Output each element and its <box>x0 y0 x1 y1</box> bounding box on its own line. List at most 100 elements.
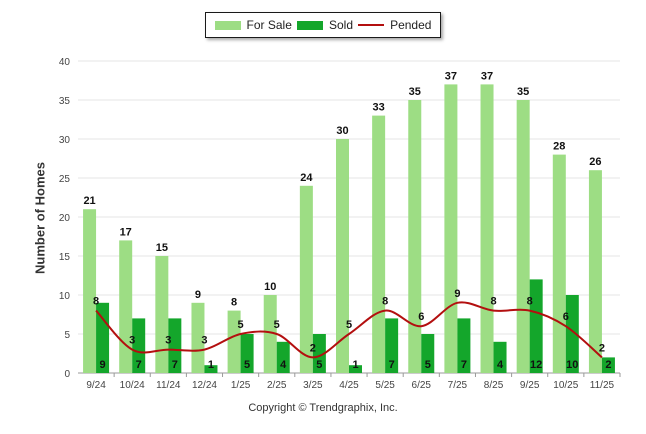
pended-data-label: 5 <box>274 319 280 331</box>
pended-line[interactable] <box>95 301 603 359</box>
sold-bar[interactable] <box>421 334 435 373</box>
for-sale-bar[interactable] <box>444 84 458 374</box>
for-sale-data-label: 33 <box>373 102 385 114</box>
x-tick-label: 6/25 <box>412 380 432 391</box>
y-tick-label: 25 <box>59 174 71 185</box>
sold-data-label: 7 <box>136 359 142 371</box>
y-tick-label: 30 <box>59 135 71 146</box>
y-tick-label: 40 <box>59 57 71 68</box>
sold-data-label: 7 <box>389 359 395 371</box>
sold-bar[interactable] <box>529 279 543 373</box>
for-sale-data-label: 9 <box>195 289 201 301</box>
sold-bar[interactable] <box>565 295 579 373</box>
legend-item-for-sale[interactable]: For Sale <box>214 18 292 32</box>
sold-bar[interactable] <box>276 341 290 373</box>
for-sale-data-label: 24 <box>300 172 313 184</box>
x-tick-label: 9/24 <box>86 380 106 391</box>
x-tick-label: 8/25 <box>484 380 504 391</box>
for-sale-data-label: 37 <box>445 70 457 82</box>
for-sale-swatch-icon <box>214 20 241 30</box>
for-sale-bar[interactable] <box>155 256 169 373</box>
sold-bar[interactable] <box>132 318 146 373</box>
for-sale-data-label: 17 <box>120 226 132 238</box>
sold-bar[interactable] <box>385 318 399 373</box>
for-sale-bar[interactable] <box>336 139 349 373</box>
sold-bar[interactable] <box>168 318 182 373</box>
for-sale-bar[interactable] <box>299 185 313 373</box>
sold-data-label: 4 <box>497 359 504 371</box>
sold-bar[interactable] <box>601 357 615 373</box>
sold-bar[interactable] <box>349 365 362 373</box>
for-sale-data-label: 35 <box>517 86 529 98</box>
for-sale-data-label: 26 <box>589 156 601 168</box>
sold-data-label: 4 <box>280 359 287 371</box>
data-labels: 2191771579185104245301337355377374351228… <box>83 70 611 371</box>
for-sale-bar[interactable] <box>552 154 566 373</box>
copyright-text: Copyright © Trendgraphix, Inc. <box>248 402 398 414</box>
sold-bar[interactable] <box>312 334 326 373</box>
x-tick-label: 11/25 <box>590 380 615 391</box>
for-sale-data-label: 10 <box>264 281 276 293</box>
pended-data-label: 8 <box>527 296 533 308</box>
for-sale-bar[interactable] <box>372 115 386 373</box>
pended-data-label: 6 <box>418 311 424 323</box>
for-sale-bar[interactable] <box>408 100 422 373</box>
pended-data-label: 5 <box>346 319 352 331</box>
y-tick-label: 10 <box>59 291 71 302</box>
sold-data-label: 1 <box>208 359 214 371</box>
for-sale-data-label: 30 <box>336 125 348 137</box>
for-sale-data-label: 37 <box>481 70 493 82</box>
for-sale-bar[interactable] <box>588 170 602 373</box>
for-sale-data-label: 8 <box>231 297 237 309</box>
sold-bar[interactable] <box>96 302 110 373</box>
pended-line-swatch-icon <box>358 24 385 26</box>
sold-bar[interactable] <box>493 341 507 373</box>
for-sale-bar[interactable] <box>83 209 97 373</box>
sold-bar[interactable] <box>204 365 218 373</box>
pended-data-label: 3 <box>201 335 207 347</box>
sold-data-label: 10 <box>566 359 578 371</box>
x-tick-label: 3/25 <box>303 380 323 391</box>
for-sale-bar[interactable] <box>119 240 133 373</box>
sold-data-label: 2 <box>605 359 611 371</box>
for-sale-bar[interactable] <box>191 302 205 373</box>
x-tick-label: 12/24 <box>192 380 217 391</box>
for-sale-data-label: 28 <box>553 141 565 153</box>
pended-data-label: 8 <box>490 296 496 308</box>
y-tick-label: 20 <box>59 213 71 224</box>
sold-data-label: 9 <box>100 359 106 371</box>
pended-data-label: 3 <box>129 335 135 347</box>
y-tick-label: 5 <box>64 330 70 341</box>
for-sale-bar[interactable] <box>227 310 241 373</box>
x-tick-label: 7/25 <box>448 380 468 391</box>
pended-data-label: 8 <box>93 296 99 308</box>
sold-data-label: 5 <box>244 359 250 371</box>
x-tick-label: 2/25 <box>267 380 287 391</box>
sold-bar[interactable] <box>240 334 254 373</box>
legend-item-pended[interactable]: Pended <box>358 18 431 32</box>
x-tick-label: 11/24 <box>156 380 181 391</box>
x-tick-label: 10/25 <box>553 380 578 391</box>
pended-data-label: 2 <box>599 342 605 354</box>
x-tick-label: 9/25 <box>520 380 540 391</box>
sold-data-label: 12 <box>530 359 542 371</box>
sold-swatch-icon <box>296 20 323 30</box>
pended-data-label: 8 <box>382 296 388 308</box>
x-tick-label: 4/25 <box>339 380 359 391</box>
sold-data-label: 1 <box>352 359 358 371</box>
x-axis-ticks: 9/24 10/24 11/24 12/24 1/25 2/25 3/25 4/25 5/25 6… <box>86 373 621 391</box>
sold-data-label: 7 <box>461 359 467 371</box>
for-sale-bar[interactable] <box>516 100 530 373</box>
legend-item-sold[interactable]: Sold <box>296 18 353 32</box>
x-tick-label: 10/24 <box>120 380 145 391</box>
pended-data-label: 3 <box>165 335 171 347</box>
pended-line-group <box>95 301 603 359</box>
for-sale-bar[interactable] <box>263 295 277 373</box>
for-sale-bar[interactable] <box>480 84 494 374</box>
pended-data-label: 2 <box>310 342 316 354</box>
sold-bar[interactable] <box>457 318 471 373</box>
for-sale-data-label: 35 <box>409 86 421 98</box>
x-tick-label: 1/25 <box>231 380 251 391</box>
for-sale-data-label: 15 <box>156 242 168 254</box>
